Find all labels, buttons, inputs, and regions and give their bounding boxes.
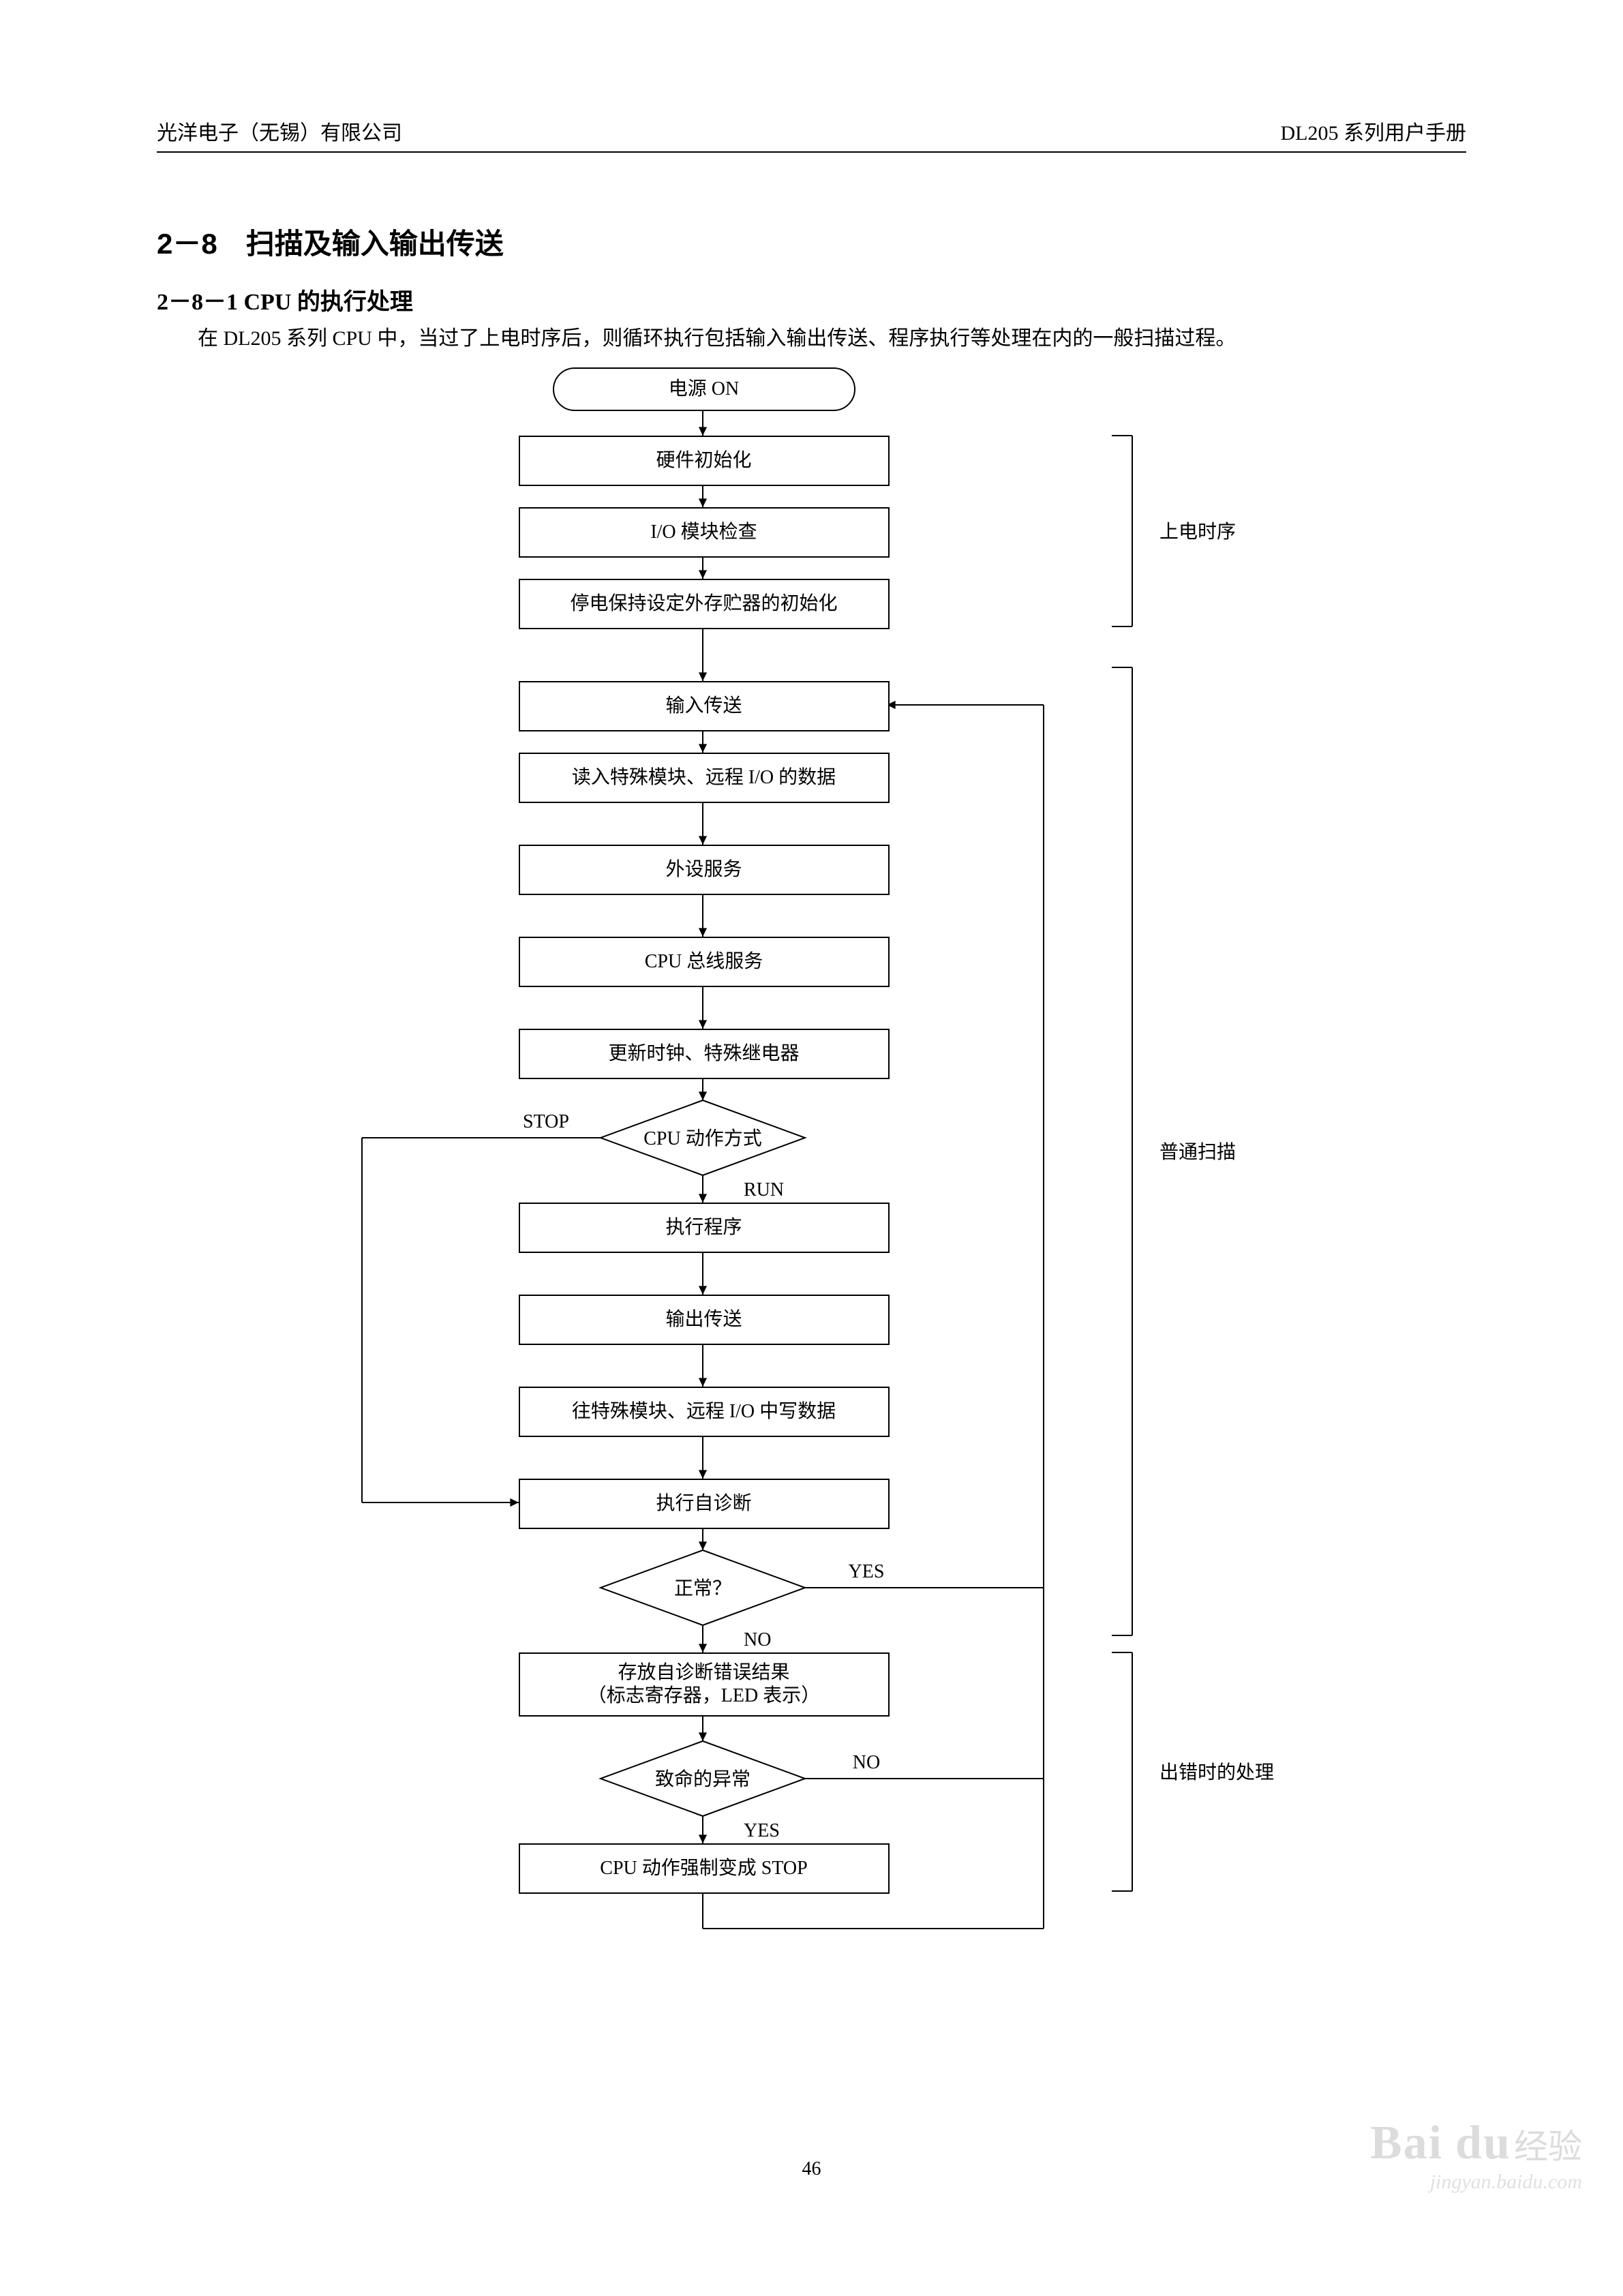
watermark: Baidu 经验 jingyan.baidu.com	[1370, 2116, 1582, 2194]
flowchart: CPU 动作方式 STOP RUN 正常？ YES NO 致命的异常 NO YES 上电时序普通扫…	[157, 367, 1466, 2126]
subsection-title: 2－8－1 CPU 的执行处理	[157, 283, 1466, 316]
svg-text:STOP: STOP	[523, 1111, 569, 1132]
flow-node-n4: 输入传送	[519, 681, 890, 731]
svg-text:出错时的处理: 出错时的处理	[1159, 1762, 1274, 1783]
header-right: DL205 系列用户手册	[1281, 116, 1467, 146]
header-left: 光洋电子（无锡）有限公司	[157, 116, 402, 146]
flow-node-n8: 更新时钟、特殊继电器	[519, 1029, 890, 1079]
intro-paragraph: 在 DL205 系列 CPU 中，当过了上电时序后，则循环执行包括输入输出传送、…	[157, 323, 1466, 354]
watermark-brand1: Bai	[1370, 2117, 1443, 2169]
watermark-url: jingyan.baidu.com	[1370, 2171, 1582, 2194]
svg-text:CPU 动作方式: CPU 动作方式	[643, 1128, 761, 1149]
svg-text:YES: YES	[744, 1820, 780, 1841]
flow-node-n10: 执行程序	[519, 1203, 890, 1253]
flow-node-n7: CPU 总线服务	[519, 937, 890, 987]
flow-node-n12: 往特殊模块、远程 I/O 中写数据	[519, 1387, 890, 1437]
flow-node-n5: 读入特殊模块、远程 I/O 的数据	[519, 753, 890, 803]
flow-node-n15: 存放自诊断错误结果（标志寄存器，LED 表示）	[519, 1652, 890, 1717]
flow-node-n0: 电源 ON	[553, 367, 855, 411]
svg-text:正常？: 正常？	[673, 1577, 731, 1599]
svg-text:NO: NO	[852, 1752, 879, 1773]
flow-node-n11: 输出传送	[519, 1295, 890, 1345]
page-header: 光洋电子（无锡）有限公司 DL205 系列用户手册	[157, 116, 1466, 153]
section-title: 2－8 扫描及输入输出传送	[157, 221, 1466, 262]
watermark-brand2: du	[1455, 2117, 1511, 2169]
svg-text:YES: YES	[848, 1561, 884, 1582]
svg-text:NO: NO	[744, 1629, 771, 1650]
flow-node-n1: 硬件初始化	[519, 436, 890, 486]
flow-node-n3: 停电保持设定外存贮器的初始化	[519, 579, 890, 629]
svg-text:普通扫描: 普通扫描	[1159, 1141, 1236, 1163]
watermark-brand3: 经验	[1514, 2128, 1582, 2166]
flow-node-n13: 执行自诊断	[519, 1479, 890, 1529]
flow-node-n6: 外设服务	[519, 845, 890, 895]
flow-node-n2: I/O 模块检查	[519, 507, 890, 558]
svg-text:致命的异常: 致命的异常	[654, 1768, 750, 1790]
flow-node-n17: CPU 动作强制变成 STOP	[519, 1843, 890, 1894]
svg-text:RUN: RUN	[744, 1179, 784, 1200]
svg-text:上电时序: 上电时序	[1159, 521, 1236, 543]
